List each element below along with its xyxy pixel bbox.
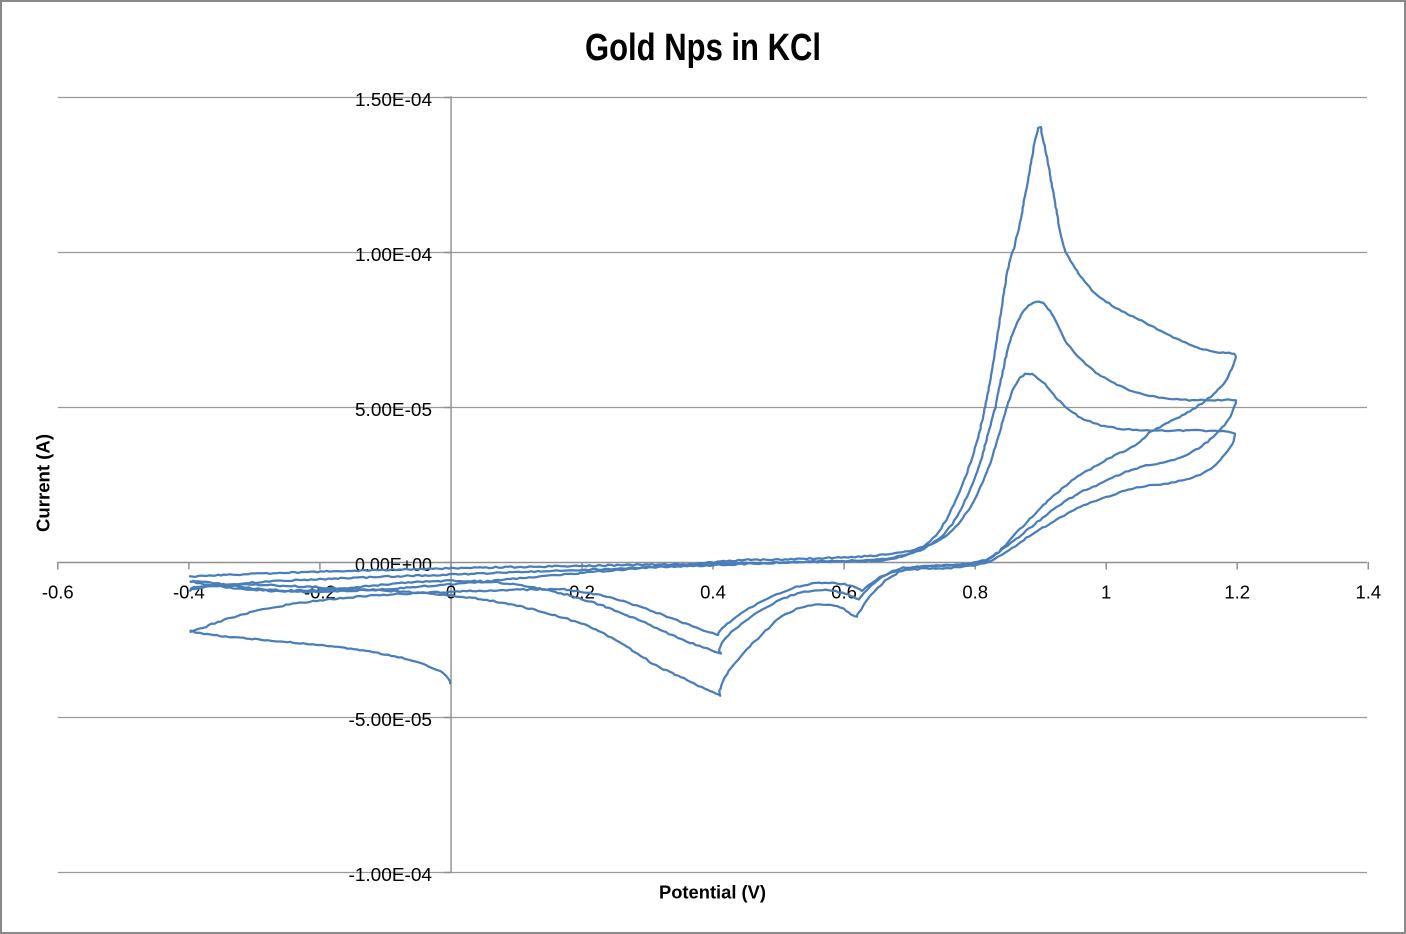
- svg-text:1.00E-04: 1.00E-04: [355, 244, 432, 265]
- svg-text:-0.4: -0.4: [173, 582, 205, 603]
- svg-text:Gold Nps in KCl: Gold Nps in KCl: [585, 27, 821, 69]
- svg-text:1.50E-04: 1.50E-04: [355, 89, 432, 110]
- svg-text:0.00E+00: 0.00E+00: [355, 554, 432, 575]
- svg-text:Current (A): Current (A): [34, 434, 54, 532]
- svg-text:1.2: 1.2: [1224, 582, 1250, 603]
- svg-text:0.8: 0.8: [962, 582, 988, 603]
- svg-text:-5.00E-05: -5.00E-05: [349, 709, 433, 730]
- svg-text:0.4: 0.4: [700, 582, 726, 603]
- svg-text:1.4: 1.4: [1355, 582, 1381, 603]
- svg-text:-0.6: -0.6: [42, 582, 74, 603]
- svg-text:0.6: 0.6: [831, 582, 857, 603]
- svg-text:Potential (V): Potential (V): [659, 883, 766, 903]
- svg-text:5.00E-05: 5.00E-05: [355, 399, 432, 420]
- svg-text:-1.00E-04: -1.00E-04: [349, 864, 433, 885]
- svg-text:1: 1: [1101, 582, 1111, 603]
